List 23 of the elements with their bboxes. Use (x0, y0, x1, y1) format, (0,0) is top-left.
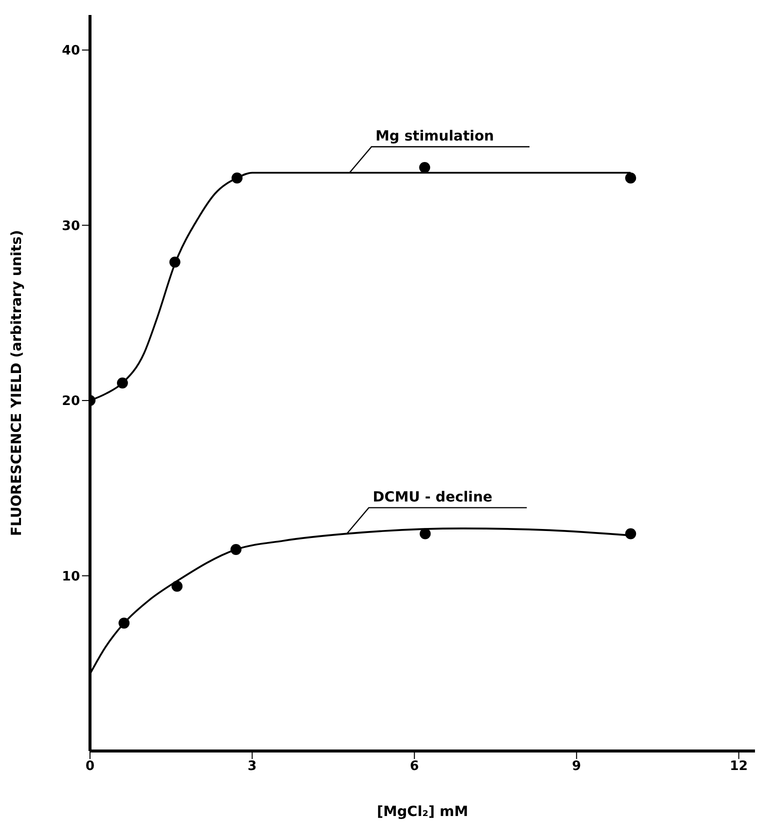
y-tick-label: 40 (62, 44, 80, 59)
point (169, 256, 180, 268)
point (118, 618, 130, 629)
point (625, 528, 636, 540)
x-axis-title: [MgCl₂] mM (376, 804, 468, 820)
point (116, 378, 128, 388)
x-tick-label: 6 (410, 759, 419, 774)
point (172, 580, 183, 592)
point (420, 528, 431, 540)
x-tick-label: 0 (85, 759, 95, 774)
annotation: DCMU - decline (372, 490, 492, 506)
y-tick-label: 20 (62, 394, 80, 410)
annotation: Mg stimulation (376, 128, 494, 145)
point (419, 162, 430, 173)
y-tick-label: 30 (62, 218, 80, 234)
point (232, 172, 243, 184)
x-tick-label: 3 (248, 759, 257, 774)
x-tick-label: 12 (730, 759, 748, 774)
point (625, 172, 636, 184)
x-tick-label: 9 (572, 759, 582, 774)
y-tick-label: 10 (62, 569, 80, 584)
y-axis-title: FLUORESCENCE YIELD (arbitrary units) (8, 230, 25, 536)
point (230, 544, 242, 555)
